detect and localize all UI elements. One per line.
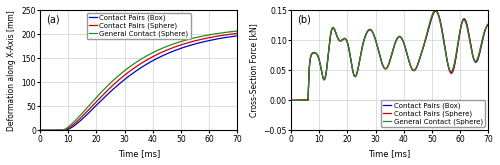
Line: Contact Pairs (Sphere): Contact Pairs (Sphere) xyxy=(40,33,237,130)
General Contact (Sphere) xyxy=(228,31,234,33)
X-axis label: Time [ms]: Time [ms] xyxy=(118,149,160,158)
Legend: Contact Pairs (Box), Contact Pairs (Sphere), General Contact (Sphere): Contact Pairs (Box), Contact Pairs (Sphe… xyxy=(87,13,190,39)
Contact Pairs (Sphere) xyxy=(192,40,198,42)
Contact Pairs (Sphere) xyxy=(485,23,491,25)
Contact Pairs (Sphere) xyxy=(480,39,486,41)
General Contact (Sphere) xyxy=(444,56,450,58)
General Contact (Sphere) xyxy=(234,30,240,32)
Contact Pairs (Sphere) xyxy=(480,39,486,41)
Contact Pairs (Sphere) xyxy=(47,129,53,131)
Contact Pairs (Sphere) xyxy=(234,32,240,34)
Contact Pairs (Box) xyxy=(47,129,53,131)
Line: General Contact (Sphere): General Contact (Sphere) xyxy=(40,31,237,130)
Contact Pairs (Sphere) xyxy=(228,33,234,35)
Contact Pairs (Box) xyxy=(128,74,134,76)
Line: Contact Pairs (Box): Contact Pairs (Box) xyxy=(40,36,237,130)
Line: General Contact (Sphere): General Contact (Sphere) xyxy=(291,11,488,100)
Contact Pairs (Sphere) xyxy=(288,99,294,101)
General Contact (Sphere) xyxy=(192,37,198,39)
General Contact (Sphere) xyxy=(480,37,486,39)
Contact Pairs (Box) xyxy=(432,10,438,12)
Contact Pairs (Sphere) xyxy=(432,10,438,12)
Contact Pairs (Sphere) xyxy=(133,66,139,68)
Text: (b): (b) xyxy=(297,14,311,24)
General Contact (Sphere) xyxy=(432,10,438,12)
General Contact (Sphere) xyxy=(288,99,294,101)
Contact Pairs (Box) xyxy=(228,36,234,38)
Contact Pairs (Box) xyxy=(288,99,294,101)
Contact Pairs (Box) xyxy=(234,35,240,37)
Contact Pairs (Box) xyxy=(378,61,384,63)
General Contact (Sphere) xyxy=(378,61,384,63)
Contact Pairs (Box) xyxy=(384,67,390,69)
Contact Pairs (Box) xyxy=(37,129,43,131)
General Contact (Sphere) xyxy=(480,38,486,40)
Contact Pairs (Box) xyxy=(192,43,198,45)
Contact Pairs (Sphere) xyxy=(128,69,134,71)
Contact Pairs (Box) xyxy=(228,36,234,38)
General Contact (Sphere) xyxy=(128,65,134,67)
Contact Pairs (Box) xyxy=(444,55,450,57)
General Contact (Sphere) xyxy=(37,129,43,131)
Y-axis label: Cross-Section Force [kN]: Cross-Section Force [kN] xyxy=(249,24,258,117)
Contact Pairs (Sphere) xyxy=(378,61,384,63)
General Contact (Sphere) xyxy=(384,67,390,69)
Line: Contact Pairs (Box): Contact Pairs (Box) xyxy=(291,11,488,100)
General Contact (Sphere) xyxy=(298,99,304,101)
Text: (a): (a) xyxy=(46,14,60,24)
Contact Pairs (Box) xyxy=(480,39,486,41)
Contact Pairs (Sphere) xyxy=(37,129,43,131)
General Contact (Sphere) xyxy=(47,129,53,131)
General Contact (Sphere) xyxy=(228,31,234,33)
Contact Pairs (Box) xyxy=(480,40,486,42)
Contact Pairs (Sphere) xyxy=(384,67,390,69)
Legend: Contact Pairs (Box), Contact Pairs (Sphere), General Contact (Sphere): Contact Pairs (Box), Contact Pairs (Sphe… xyxy=(381,100,484,127)
Contact Pairs (Sphere) xyxy=(444,56,450,58)
Y-axis label: Deformation along X-Axis [mm]: Deformation along X-Axis [mm] xyxy=(7,10,16,131)
Contact Pairs (Box) xyxy=(298,99,304,101)
General Contact (Sphere) xyxy=(133,61,139,63)
Contact Pairs (Sphere) xyxy=(228,33,234,35)
X-axis label: Time [ms]: Time [ms] xyxy=(368,149,411,158)
General Contact (Sphere) xyxy=(485,24,491,26)
Contact Pairs (Box) xyxy=(133,70,139,72)
Contact Pairs (Sphere) xyxy=(298,99,304,101)
Line: Contact Pairs (Sphere): Contact Pairs (Sphere) xyxy=(291,11,488,100)
Contact Pairs (Box) xyxy=(485,24,491,26)
